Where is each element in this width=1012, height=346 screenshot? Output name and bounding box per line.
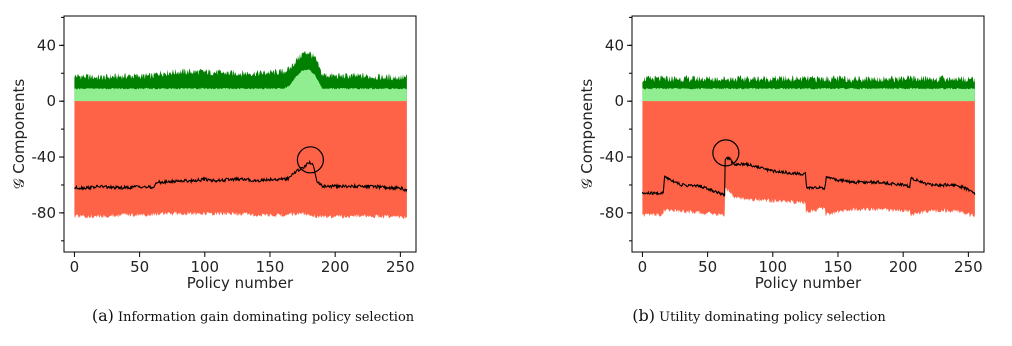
y-tick-label: -40 bbox=[32, 148, 57, 166]
caption-a: (a) Information gain dominating policy s… bbox=[0, 306, 506, 325]
x-tick-label: 200 bbox=[321, 258, 350, 276]
axes-frame bbox=[63, 15, 417, 253]
x-tick-label: 0 bbox=[638, 258, 648, 276]
caption-b: (b) Utility dominating policy selection bbox=[506, 306, 1012, 325]
x-tick-label: 50 bbox=[698, 258, 717, 276]
x-tick-label: 50 bbox=[130, 258, 149, 276]
y-tick-label: 0 bbox=[614, 92, 624, 110]
chart-b: 0 50 100 150 200 250 40 0 -40 -80 Policy number 𝒢 C… bbox=[578, 15, 985, 292]
caption-a-letter: (a) bbox=[91, 306, 114, 325]
lower-red-area bbox=[642, 101, 975, 219]
chart-b-group: 0 50 100 150 200 250 40 0 -40 -80 Policy number 𝒢 C… bbox=[578, 15, 985, 292]
panel-b: 0 50 100 150 200 250 40 0 -40 -80 Policy number 𝒢 C… bbox=[506, 0, 1012, 346]
y-tick-label: 40 bbox=[605, 36, 624, 54]
y-tick-label: -80 bbox=[32, 204, 57, 222]
upper-light-green-area bbox=[642, 87, 975, 102]
axes-frame bbox=[631, 15, 985, 253]
x-axis-label: Policy number bbox=[187, 274, 294, 292]
x-axis-label: Policy number bbox=[755, 274, 862, 292]
upper-light-green-area bbox=[74, 69, 407, 102]
x-tick-label: 0 bbox=[70, 258, 80, 276]
x-tick-label: 150 bbox=[256, 258, 285, 276]
total-line bbox=[74, 159, 408, 193]
chart-a: 0 50 100 150 200 250 40 0 -40 -80 Policy number 𝒢 C… bbox=[10, 15, 417, 292]
y-axis-label: 𝒢 Components bbox=[578, 79, 596, 190]
upper-dark-green-area bbox=[74, 51, 407, 102]
x-tick-label: 100 bbox=[758, 258, 787, 276]
y-tick-label: 0 bbox=[46, 92, 56, 110]
caption-b-letter: (b) bbox=[632, 306, 655, 325]
x-tick-label: 150 bbox=[824, 258, 853, 276]
x-tick-label: 200 bbox=[889, 258, 918, 276]
y-axis-label: 𝒢 Components bbox=[10, 79, 28, 190]
lower-red-area bbox=[74, 101, 407, 220]
panel-a: 0 50 100 150 200 250 40 0 -40 -80 Policy number 𝒢 C… bbox=[0, 15, 506, 325]
x-tick-label: 250 bbox=[386, 258, 415, 276]
x-tick-label: 100 bbox=[190, 258, 219, 276]
y-tick-label: -80 bbox=[600, 204, 625, 222]
caption-b-text: Utility dominating policy selection bbox=[659, 310, 886, 325]
annotation-circle bbox=[712, 139, 740, 167]
annotation-circle bbox=[296, 146, 324, 174]
total-line bbox=[641, 156, 976, 197]
x-tick-label: 250 bbox=[954, 258, 983, 276]
chart-a-group: 0 50 100 150 200 250 40 0 -40 -80 Policy number 𝒢 C… bbox=[10, 15, 417, 292]
caption-a-text: Information gain dominating policy selec… bbox=[118, 310, 415, 325]
y-tick-label: 40 bbox=[37, 36, 56, 54]
y-tick-label: -40 bbox=[600, 148, 625, 166]
